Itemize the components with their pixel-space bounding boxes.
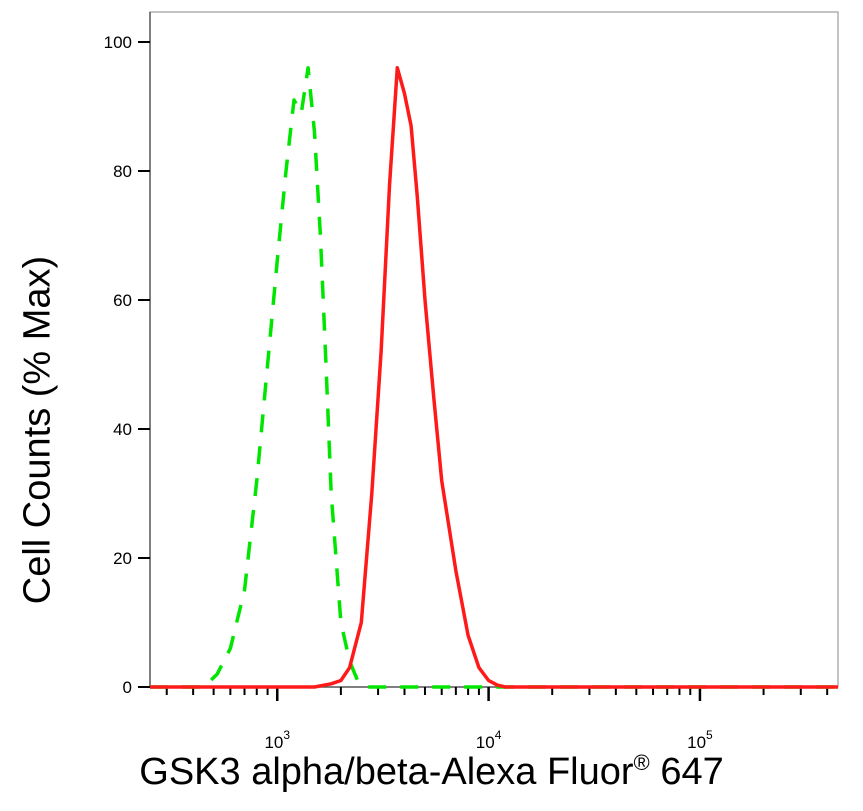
- x-axis-label: GSK3 alpha/beta-Alexa Fluor: [139, 751, 634, 793]
- y-axis-label-container: Cell Counts (% Max): [8, 0, 68, 811]
- x-tick-label: 104: [476, 728, 502, 752]
- y-axis: 0 20 40 60 80 100: [104, 12, 151, 697]
- x-axis-label-mark: ®: [633, 750, 650, 775]
- y-tick-label-80: 80: [113, 162, 132, 181]
- y-tick-label-40: 40: [113, 420, 132, 439]
- x-tick-label: 105: [687, 728, 713, 752]
- y-axis-label: Cell Counts (% Max): [16, 255, 59, 605]
- y-tick-label-20: 20: [113, 549, 132, 568]
- x-tick-label: 103: [264, 728, 290, 752]
- y-tick-label-0: 0: [123, 678, 132, 697]
- series-line-1: [150, 66, 838, 689]
- y-tick-label-60: 60: [113, 291, 132, 310]
- x-axis-label-container: GSK3 alpha/beta-Alexa Fluor® 647: [0, 750, 863, 810]
- y-tick-label-100: 100: [104, 33, 132, 52]
- series-lines: [150, 66, 838, 689]
- x-axis: 103 104 105: [150, 686, 838, 752]
- series-line-2: [150, 66, 838, 689]
- x-axis-label-tail: 647: [649, 751, 724, 793]
- plot-frame: [149, 11, 839, 688]
